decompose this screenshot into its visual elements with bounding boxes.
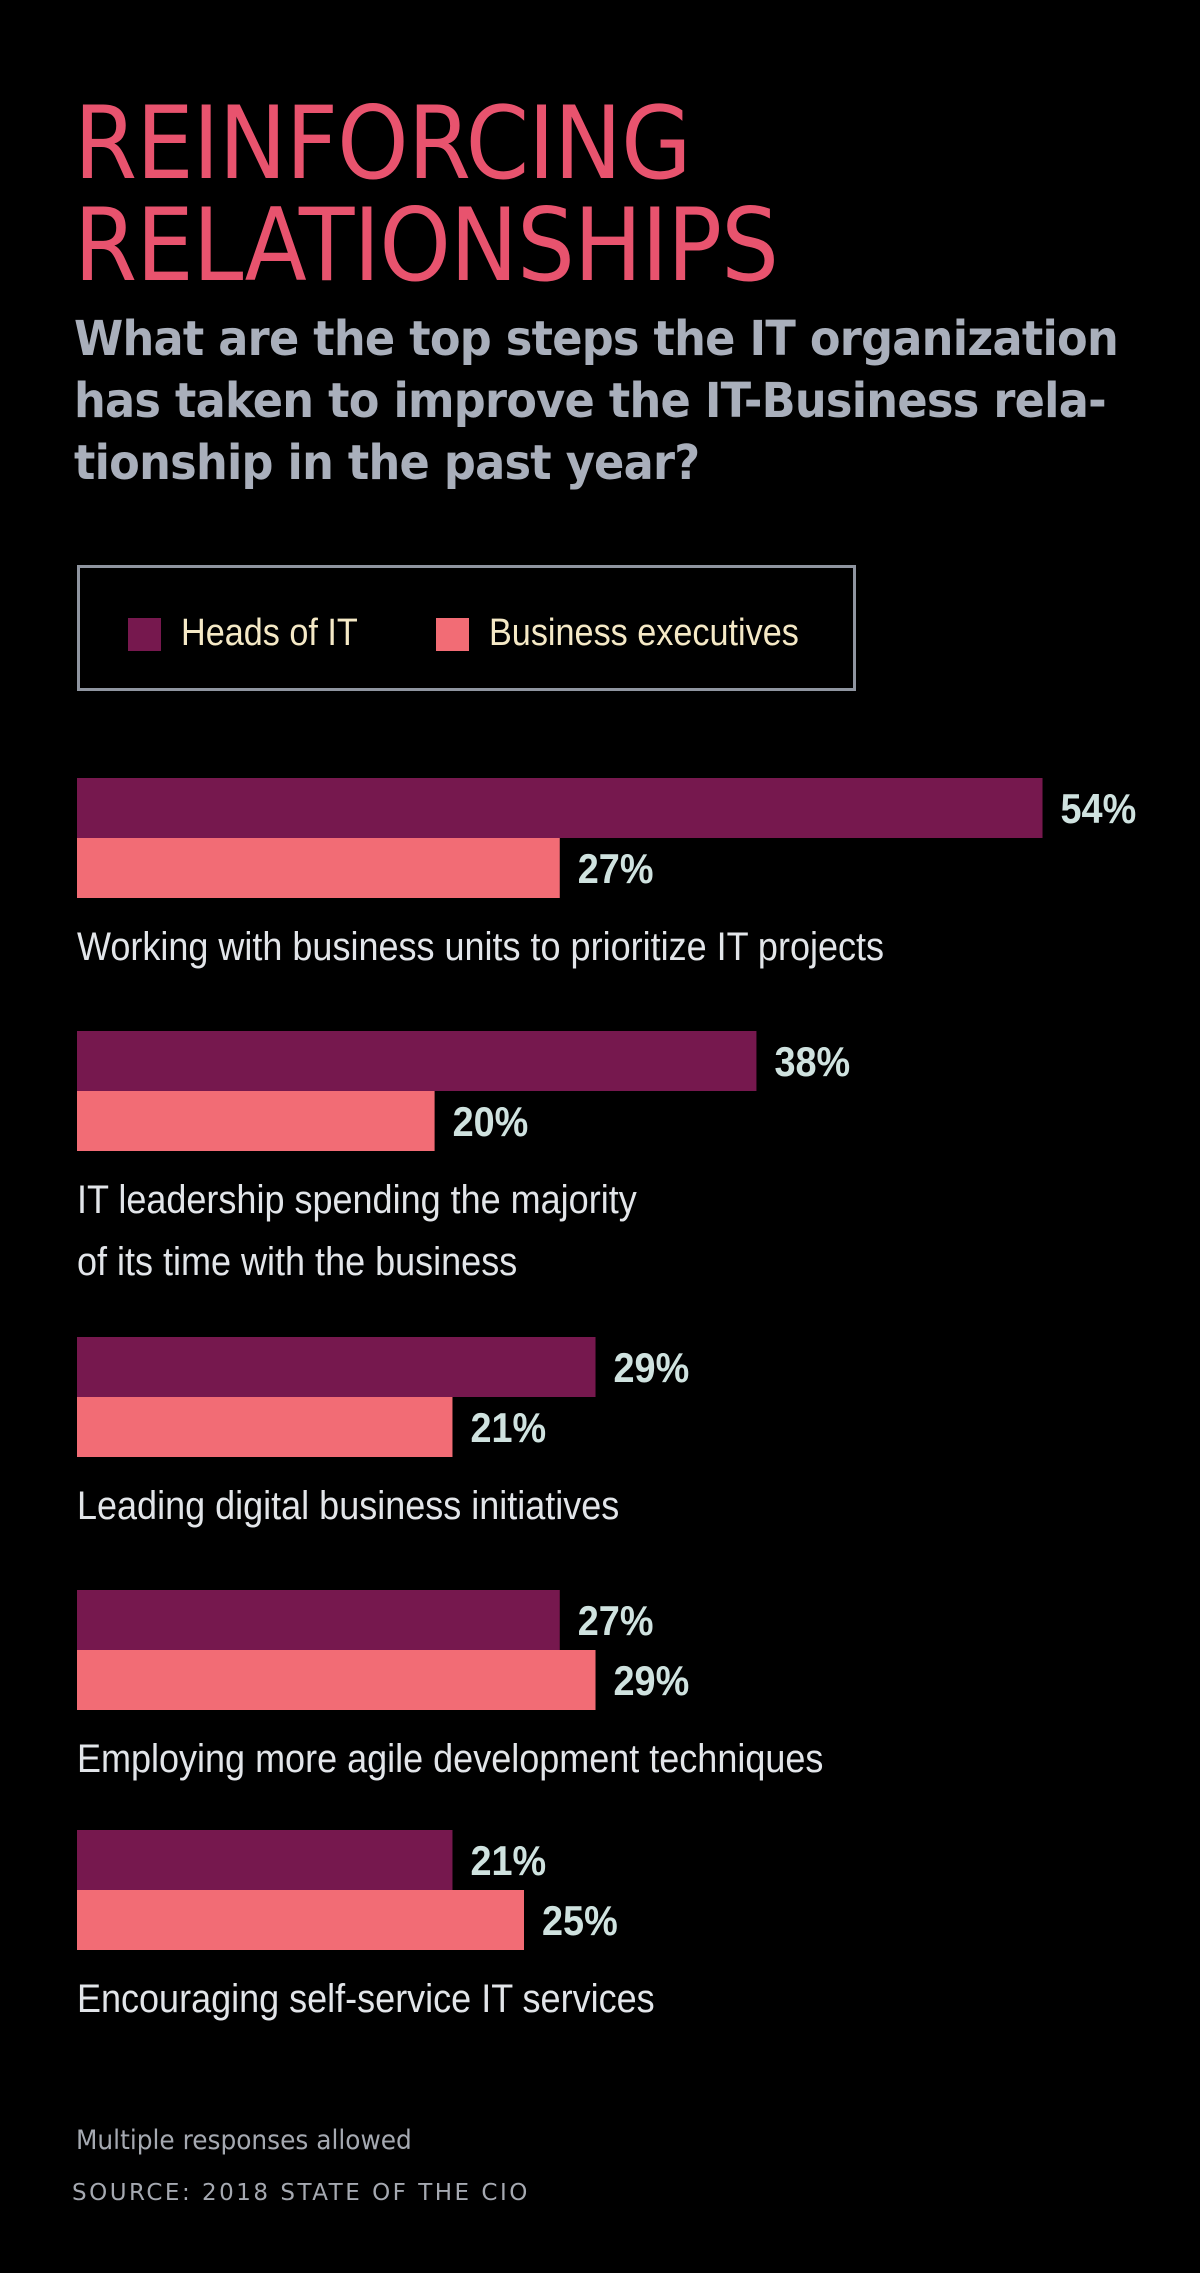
bar-value-label: 21% bbox=[470, 1837, 546, 1884]
bar-heads-of-it bbox=[77, 1590, 560, 1650]
subtitle-line-2: has taken to improve the IT-Business rel… bbox=[74, 373, 1107, 429]
category-label: Employing more agile development techniq… bbox=[77, 1737, 823, 1781]
legend-swatch-heads-of-it bbox=[128, 618, 161, 651]
category-label: IT leadership spending the majority bbox=[77, 1178, 637, 1222]
bar-value-label: 20% bbox=[453, 1098, 529, 1145]
bar-value-label: 38% bbox=[774, 1038, 850, 1085]
bar-value-label: 27% bbox=[578, 1597, 654, 1644]
bar-value-label: 21% bbox=[470, 1404, 546, 1451]
chart-subtitle: What are the top steps the IT organizati… bbox=[74, 308, 1119, 494]
subtitle-line-3: tionship in the past year? bbox=[74, 435, 700, 491]
bar-group: 29% 21% Leading digital business initiativ… bbox=[77, 1337, 689, 1528]
bar-value-label: 27% bbox=[578, 845, 654, 892]
bar-group: 38% 20% IT leadership spending the majorit… bbox=[77, 1031, 850, 1284]
bar-group: 54% 27% Working with business units to pri… bbox=[77, 778, 1136, 969]
bar-value-label: 29% bbox=[614, 1657, 690, 1704]
bar-business-executives bbox=[77, 1091, 435, 1151]
bar-business-executives bbox=[77, 1650, 596, 1710]
bar-value-label: 25% bbox=[542, 1897, 618, 1944]
bar-value-label: 54% bbox=[1061, 785, 1137, 832]
footnote: Multiple responses allowed bbox=[76, 2125, 412, 2156]
subtitle-line-1: What are the top steps the IT organizati… bbox=[74, 311, 1119, 367]
bar-heads-of-it bbox=[77, 778, 1043, 838]
bar-heads-of-it bbox=[77, 1337, 596, 1397]
bar-business-executives bbox=[77, 838, 560, 898]
bar-heads-of-it bbox=[77, 1830, 453, 1890]
title-line-2: RELATIONSHIPS bbox=[74, 186, 779, 304]
legend-label-business-executives: Business executives bbox=[489, 612, 799, 654]
legend: Heads of IT Business executives bbox=[77, 565, 856, 691]
legend-swatch-business-executives bbox=[436, 618, 469, 651]
bar-heads-of-it bbox=[77, 1031, 757, 1091]
category-label: of its time with the business bbox=[77, 1240, 517, 1284]
category-label: Working with business units to prioritiz… bbox=[77, 925, 884, 969]
bar-business-executives bbox=[77, 1397, 453, 1457]
legend-label-heads-of-it: Heads of IT bbox=[181, 612, 358, 654]
bar-business-executives bbox=[77, 1890, 524, 1950]
title-line-1: REINFORCING bbox=[74, 84, 692, 202]
bar-group: 27% 29% Employing more agile development t… bbox=[77, 1590, 823, 1781]
bar-value-label: 29% bbox=[614, 1344, 690, 1391]
chart-title: REINFORCING RELATIONSHIPS bbox=[74, 84, 779, 304]
category-label: Encouraging self-service IT services bbox=[77, 1977, 655, 2021]
bar-group: 21% 25% Encouraging self-service IT servic… bbox=[77, 1830, 655, 2021]
source-note: SOURCE: 2018 STATE OF THE CIO bbox=[72, 2180, 530, 2206]
category-label: Leading digital business initiatives bbox=[77, 1484, 619, 1528]
